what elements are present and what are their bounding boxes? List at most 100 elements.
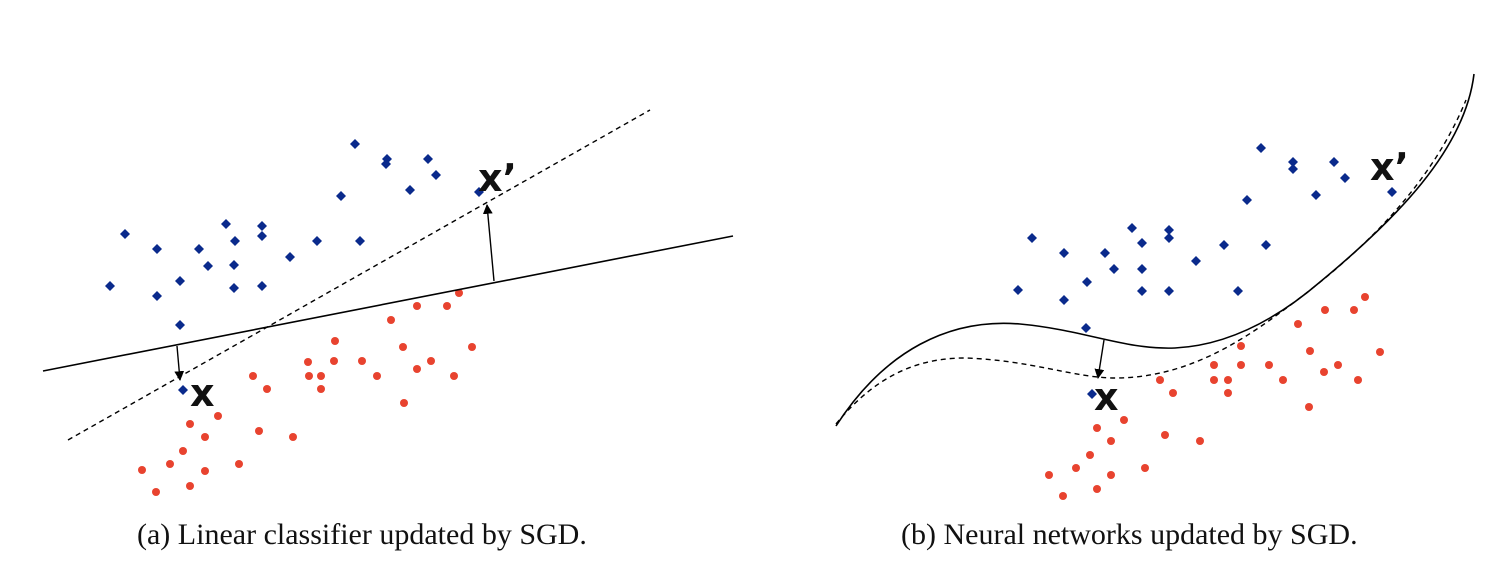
negative-class-point [450,372,458,380]
panel-neural-network: x x’ [835,73,1475,500]
negative-class-point [1224,376,1232,384]
positive-class-point [152,291,162,301]
negative-class-point [186,482,194,490]
positive-class-point [1329,157,1339,167]
positive-class-point [1109,264,1119,274]
negative-class-point [263,385,271,393]
negative-class-point [1045,471,1053,479]
negative-class-point [201,433,209,441]
negative-class-point [1294,320,1302,328]
positive-class-point [1288,164,1298,174]
positive-class-point [178,385,188,395]
negative-class-point [399,343,407,351]
updated-decision-boundary [67,109,651,441]
negative-class-point [387,316,395,324]
negative-class-point [1306,347,1314,355]
positive-class-point [405,185,415,195]
positive-class-point [1137,286,1147,296]
negative-class-points [138,289,476,496]
positive-class-point [1137,238,1147,248]
positive-class-point [1127,223,1137,233]
negative-class-point [330,357,338,365]
positive-class-point [1013,285,1023,295]
negative-class-point [317,385,325,393]
positive-class-point [1059,248,1069,258]
negative-class-point [1305,403,1313,411]
negative-class-point [235,460,243,468]
positive-class-point [1233,286,1243,296]
negative-class-point [201,467,209,475]
positive-class-point [1164,233,1174,243]
positive-class-point [355,236,365,246]
positive-class-point [257,281,267,291]
negative-class-point [1086,451,1094,459]
negative-class-point [443,302,451,310]
negative-class-point [186,420,194,428]
negative-class-point [1210,376,1218,384]
positive-class-point [1288,157,1298,167]
negative-class-point [179,447,187,455]
negative-class-point [1320,368,1328,376]
negative-class-point [1072,464,1080,472]
negative-class-point [1265,361,1273,369]
positive-class-point [1191,256,1201,266]
positive-class-point [1164,286,1174,296]
positive-class-point [350,139,360,149]
negative-class-point [317,372,325,380]
update-arrow-x [174,345,185,381]
negative-class-point [1120,416,1128,424]
positive-class-point [221,219,231,229]
negative-class-point [468,343,476,351]
positive-class-point [1027,233,1037,243]
positive-class-point [1059,295,1069,305]
positive-class-point [431,170,441,180]
positive-class-point [1261,240,1271,250]
positive-class-point [1256,143,1266,153]
negative-class-point [400,399,408,407]
negative-class-point [289,433,297,441]
positive-class-point [1311,190,1321,200]
negative-class-point [1321,306,1329,314]
positive-class-point [257,231,267,241]
point-x-adv-label: x’ [478,156,517,200]
negative-class-point [138,466,146,474]
positive-class-point [1087,389,1097,399]
positive-class-point [1242,195,1252,205]
negative-class-point [427,357,435,365]
positive-class-point [120,229,130,239]
positive-class-point [257,221,267,231]
negative-class-point [1161,431,1169,439]
original-decision-boundary [835,73,1475,427]
positive-class-point [175,320,185,330]
negative-class-point [305,372,313,380]
negative-class-point [1156,376,1164,384]
negative-class-point [413,302,421,310]
positive-class-points [1013,143,1397,399]
positive-class-point [152,244,162,254]
negative-class-point [1169,389,1177,397]
caption-panel-b: (b) Neural networks updated by SGD. [901,518,1358,551]
update-arrow-x-adv [482,204,495,282]
positive-class-point [1081,323,1091,333]
positive-class-point [285,252,295,262]
positive-class-point [229,260,239,270]
negative-class-point [331,337,339,345]
positive-class-point [230,236,240,246]
negative-class-point [1354,376,1362,384]
positive-class-point [105,281,115,291]
negative-class-point [358,357,366,365]
positive-class-point [175,276,185,286]
negative-class-point [1237,342,1245,350]
positive-class-point [1387,187,1397,197]
negative-class-point [1107,437,1115,445]
point-x-adv-label: x’ [1370,145,1409,189]
negative-class-point [1093,485,1101,493]
negative-class-point [152,488,160,496]
point-x-label: x [190,371,215,415]
negative-class-point [1196,437,1204,445]
positive-class-point [1100,248,1110,258]
positive-class-point [194,244,204,254]
negative-class-point [1107,471,1115,479]
positive-class-point [336,191,346,201]
